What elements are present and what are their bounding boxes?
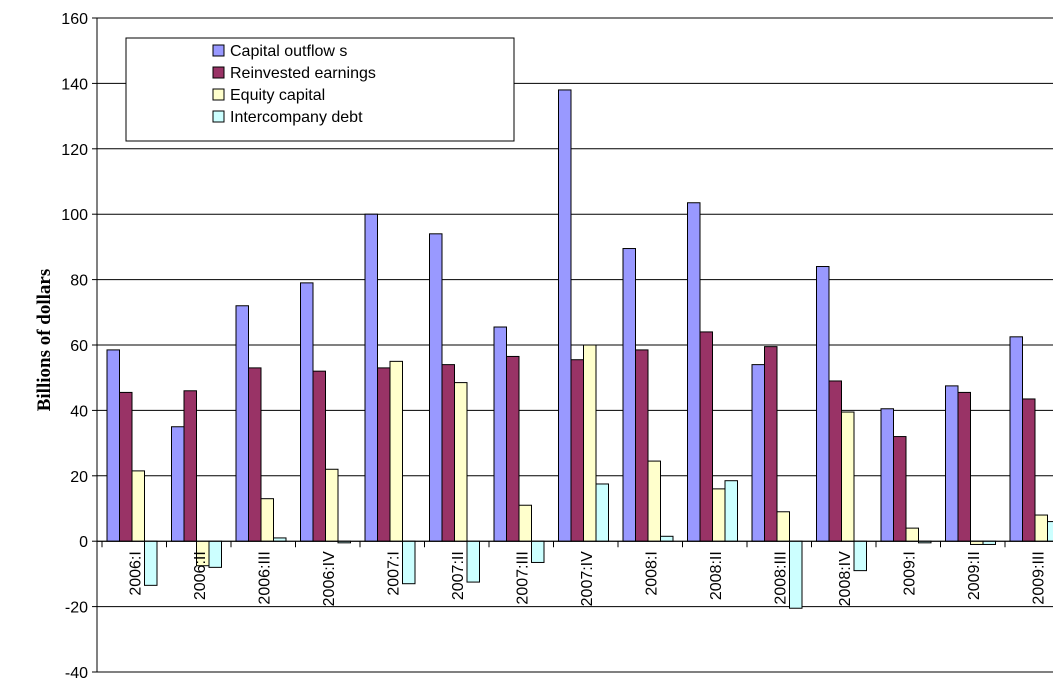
bar — [583, 344, 597, 542]
bar — [893, 436, 907, 542]
y-tick-label: -40 — [65, 665, 88, 682]
bar — [377, 367, 391, 542]
bar — [595, 483, 609, 542]
x-tick-label: 2007:III — [514, 551, 531, 604]
legend-label: Intercompany debt — [230, 109, 363, 126]
x-tick-label: 2006:IV — [321, 551, 338, 606]
bar — [466, 540, 480, 583]
axes — [96, 18, 1053, 672]
bar — [454, 382, 468, 542]
legend-label: Capital outflow s — [230, 43, 347, 60]
x-tick-label: 2006:I — [127, 551, 144, 595]
x-tick-label: 2009:III — [1030, 551, 1047, 604]
x-tick-label: 2009:I — [901, 551, 918, 595]
bar — [687, 202, 701, 542]
bar — [183, 390, 197, 542]
x-tick-label: 2008:I — [643, 551, 660, 595]
bar — [248, 367, 262, 542]
bar — [119, 391, 133, 542]
bar — [751, 364, 765, 542]
bar — [1047, 521, 1053, 542]
y-tick-label: 60 — [70, 338, 88, 355]
bar — [364, 213, 378, 542]
bar — [789, 540, 803, 609]
bar — [144, 540, 158, 586]
y-axis-label: Billions of dollars — [34, 269, 55, 412]
bar — [558, 89, 572, 542]
bar — [389, 360, 403, 542]
bar — [1009, 336, 1023, 542]
bar — [816, 266, 830, 542]
x-tick-label: 2008:IV — [837, 551, 854, 606]
bar — [841, 411, 855, 542]
y-tick-label: 120 — [61, 142, 88, 159]
y-tick-label: 0 — [79, 534, 88, 551]
x-tick-label: 2008:III — [772, 551, 789, 604]
legend-swatch — [212, 66, 225, 79]
bar — [506, 355, 520, 542]
bar — [647, 460, 661, 542]
bar — [622, 248, 636, 542]
y-tick-label: 160 — [61, 11, 88, 28]
bar — [518, 504, 532, 542]
x-tick-label: 2008:II — [708, 551, 725, 600]
legend: Capital outflow s Reinvested earnings Equi… — [125, 37, 515, 142]
y-tick-label: 80 — [70, 273, 88, 290]
bar — [776, 511, 790, 542]
y-tick-label: -20 — [65, 600, 88, 617]
bar — [441, 364, 455, 542]
bar — [131, 470, 145, 542]
legend-box — [125, 37, 515, 142]
x-tick-labels: 2006:I 2006:II 2006:III 2006:IV 2007:I 2007:I… — [127, 551, 1047, 606]
bar — [828, 380, 842, 542]
x-tick-label: 2006:III — [256, 551, 273, 604]
bar — [312, 370, 326, 542]
bar — [880, 408, 894, 542]
bar — [853, 540, 867, 572]
bar — [905, 527, 919, 542]
bar — [260, 498, 274, 542]
bars — [106, 89, 1053, 609]
bar — [1034, 514, 1048, 542]
bar — [493, 326, 507, 542]
bar — [300, 282, 314, 542]
x-tick-label: 2009:II — [966, 551, 983, 600]
bar — [724, 480, 738, 542]
y-tick-labels: -40 -20 0 20 40 60 80 100 120 140 160 — [61, 11, 88, 682]
x-tick-label: 2007:II — [450, 551, 467, 600]
bar — [429, 233, 443, 542]
x-tick-label: 2007:I — [385, 551, 402, 595]
bar — [235, 305, 249, 542]
legend-swatch — [212, 110, 225, 123]
bar — [945, 385, 959, 542]
bar — [660, 535, 674, 542]
y-tick-label: 20 — [70, 469, 88, 486]
bar — [712, 488, 726, 542]
bar — [635, 349, 649, 542]
bar — [570, 359, 584, 542]
bar — [699, 331, 713, 542]
x-tick-label: 2007:IV — [579, 551, 596, 606]
bar — [764, 346, 778, 542]
bar — [106, 349, 120, 542]
bar — [957, 391, 971, 542]
bar — [531, 540, 545, 563]
legend-label: Reinvested earnings — [230, 65, 376, 82]
y-tick-label: 100 — [61, 207, 88, 224]
y-tick-label: 140 — [61, 76, 88, 93]
bar — [402, 540, 416, 585]
legend-swatch — [212, 44, 225, 57]
x-tick-label: 2006:II — [192, 551, 209, 600]
bar — [208, 540, 222, 568]
bar — [325, 468, 339, 542]
bar — [171, 426, 185, 542]
bar — [1022, 398, 1036, 542]
y-tick-label: 40 — [70, 403, 88, 420]
legend-swatch — [212, 88, 225, 101]
legend-label: Equity capital — [230, 87, 325, 104]
